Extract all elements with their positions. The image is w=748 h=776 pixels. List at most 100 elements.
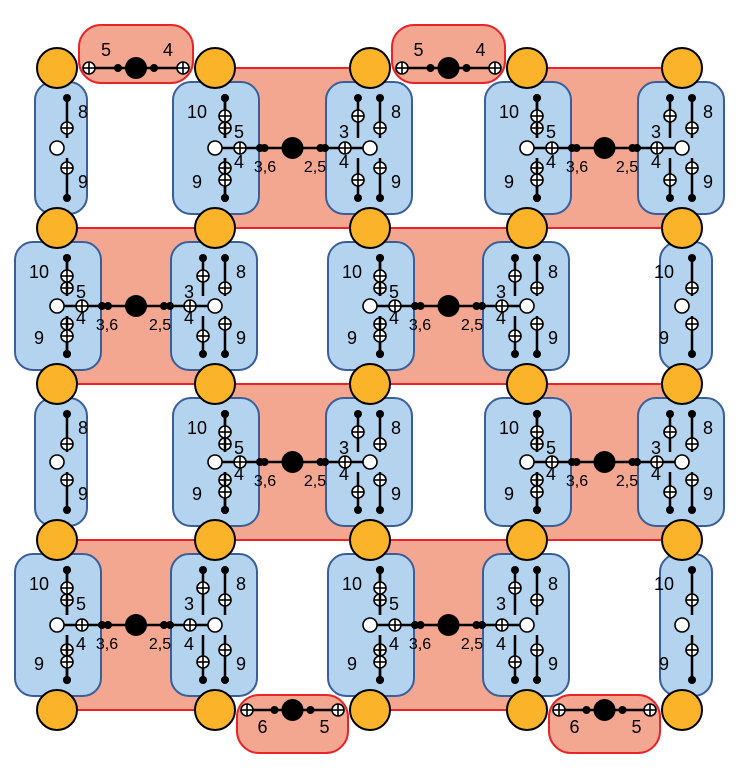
wire-end-dot bbox=[98, 621, 106, 629]
coupler-side-top-label: 5 bbox=[389, 594, 399, 614]
circled-plus-icon bbox=[488, 61, 502, 75]
wire-end-dot bbox=[63, 506, 71, 514]
coupler-bottom-label: 9 bbox=[504, 172, 514, 192]
coupler-side-bottom-label: 4 bbox=[496, 634, 506, 654]
coupler-bottom-label: 9 bbox=[192, 484, 202, 504]
wire-end-dot bbox=[354, 194, 362, 202]
coupler-side-top-label: 5 bbox=[76, 594, 86, 614]
wire-end-dot bbox=[260, 458, 269, 466]
coupler-wires: 8 9 3 4 bbox=[184, 254, 246, 358]
circled-plus-icon bbox=[373, 437, 387, 451]
coupler-side-bottom-label: 4 bbox=[546, 464, 556, 484]
coupler-bottom-label: 9 bbox=[703, 484, 713, 504]
measure-node-icon bbox=[519, 454, 535, 470]
wire-end-dot bbox=[354, 94, 362, 102]
circled-plus-icon bbox=[530, 643, 544, 657]
wire-end-dot bbox=[199, 566, 207, 574]
circled-plus-icon bbox=[685, 161, 699, 175]
coupler-top-label: 8 bbox=[703, 102, 713, 122]
hub-left-label: 3,6 bbox=[409, 317, 431, 334]
wire-end-dot bbox=[104, 621, 112, 629]
wire-end-dot bbox=[199, 350, 207, 358]
measure-node-icon bbox=[674, 298, 690, 314]
coupler-top-label: 10 bbox=[654, 262, 674, 282]
wire-end-dot bbox=[666, 194, 674, 202]
hub-left-label: 3,6 bbox=[96, 317, 118, 334]
coupler-side-top-label: 3 bbox=[651, 122, 661, 142]
hub-wires: 3,6 2,5 bbox=[62, 295, 210, 334]
coupler-bottom-label: 9 bbox=[548, 328, 558, 348]
coupler-wires: 10 9 5 4 bbox=[342, 566, 399, 684]
wire-end-dot bbox=[63, 676, 71, 684]
circled-plus-icon bbox=[663, 109, 677, 123]
coupler-side-bottom-label: 4 bbox=[546, 152, 556, 172]
hub-left-label: 3,6 bbox=[566, 473, 588, 490]
wire-end-dot bbox=[104, 302, 112, 310]
coupler-side-bottom-label: 4 bbox=[234, 464, 244, 484]
data-node-icon bbox=[437, 614, 460, 636]
measure-node-icon bbox=[362, 617, 378, 633]
qubit-node bbox=[36, 47, 78, 89]
hub-left-label: 3,6 bbox=[254, 473, 276, 490]
qubit-node bbox=[194, 363, 236, 405]
hub-right-label: 2,5 bbox=[461, 317, 483, 334]
circled-plus-icon bbox=[530, 173, 544, 187]
circled-plus-icon bbox=[196, 655, 210, 669]
wire-end-dot bbox=[633, 458, 641, 466]
qubit-node bbox=[36, 689, 78, 731]
wire-end-dot bbox=[221, 94, 229, 102]
circled-plus-icon bbox=[60, 473, 74, 487]
wire-end-dot bbox=[472, 621, 481, 629]
coupler-side-top-label: 5 bbox=[76, 282, 86, 302]
wire-end-dot bbox=[376, 94, 384, 102]
circled-plus-icon bbox=[530, 281, 544, 295]
wire-end-dot bbox=[63, 254, 71, 262]
circled-plus-icon bbox=[685, 473, 699, 487]
qubit-node bbox=[506, 519, 548, 561]
measure-node-icon bbox=[207, 140, 223, 156]
coupler-bottom-label: 9 bbox=[192, 172, 202, 192]
coupler-side-bottom-label: 4 bbox=[651, 152, 661, 172]
hub-left-label: 3,6 bbox=[96, 636, 118, 653]
wire-end-dot bbox=[160, 621, 168, 629]
circled-plus-icon bbox=[218, 643, 232, 657]
wire-end-dot bbox=[533, 566, 541, 574]
hub-left-label: 3,6 bbox=[254, 159, 276, 176]
circled-plus-icon bbox=[351, 485, 365, 499]
wire-end-dot bbox=[376, 410, 384, 418]
wire-end-dot bbox=[221, 350, 229, 358]
coupler-bottom-label: 9 bbox=[236, 328, 246, 348]
coupler-bottom-label: 9 bbox=[78, 484, 88, 504]
coupler-wires: 89 bbox=[49, 410, 88, 514]
qubit-node bbox=[661, 207, 703, 249]
coupler-side-top-label: 5 bbox=[546, 438, 556, 458]
coupler-wires: 8 9 3 4 bbox=[651, 410, 713, 514]
coupler-bottom-label: 9 bbox=[34, 654, 44, 674]
circled-plus-icon bbox=[351, 173, 365, 187]
circled-plus-icon bbox=[183, 299, 197, 313]
wire-end-dot bbox=[666, 506, 674, 514]
measure-node-icon bbox=[519, 298, 535, 314]
qubit-node bbox=[36, 519, 78, 561]
qubit-node bbox=[506, 689, 548, 731]
measure-node-icon bbox=[674, 454, 690, 470]
wire-end-dot bbox=[511, 566, 519, 574]
coupler-bottom-label: 9 bbox=[347, 654, 357, 674]
circled-plus-icon bbox=[373, 161, 387, 175]
circled-plus-icon bbox=[495, 299, 509, 313]
hub-wires: 3,6 2,5 bbox=[375, 614, 522, 653]
wire-end-dot bbox=[221, 566, 229, 574]
wire-end-dot bbox=[221, 254, 229, 262]
coupler-top-label: 10 bbox=[29, 262, 49, 282]
circled-plus-icon bbox=[663, 173, 677, 187]
circled-plus-icon bbox=[650, 455, 664, 469]
coupler-wires: 10 9 5 4 bbox=[342, 254, 399, 358]
measure-node-icon bbox=[49, 617, 65, 633]
data-node-icon bbox=[281, 699, 304, 721]
circled-plus-icon bbox=[183, 618, 197, 632]
qubit-node bbox=[506, 47, 548, 89]
hub-wires: 3,6 2,5 bbox=[532, 451, 677, 490]
wire-end-dot bbox=[511, 254, 519, 262]
